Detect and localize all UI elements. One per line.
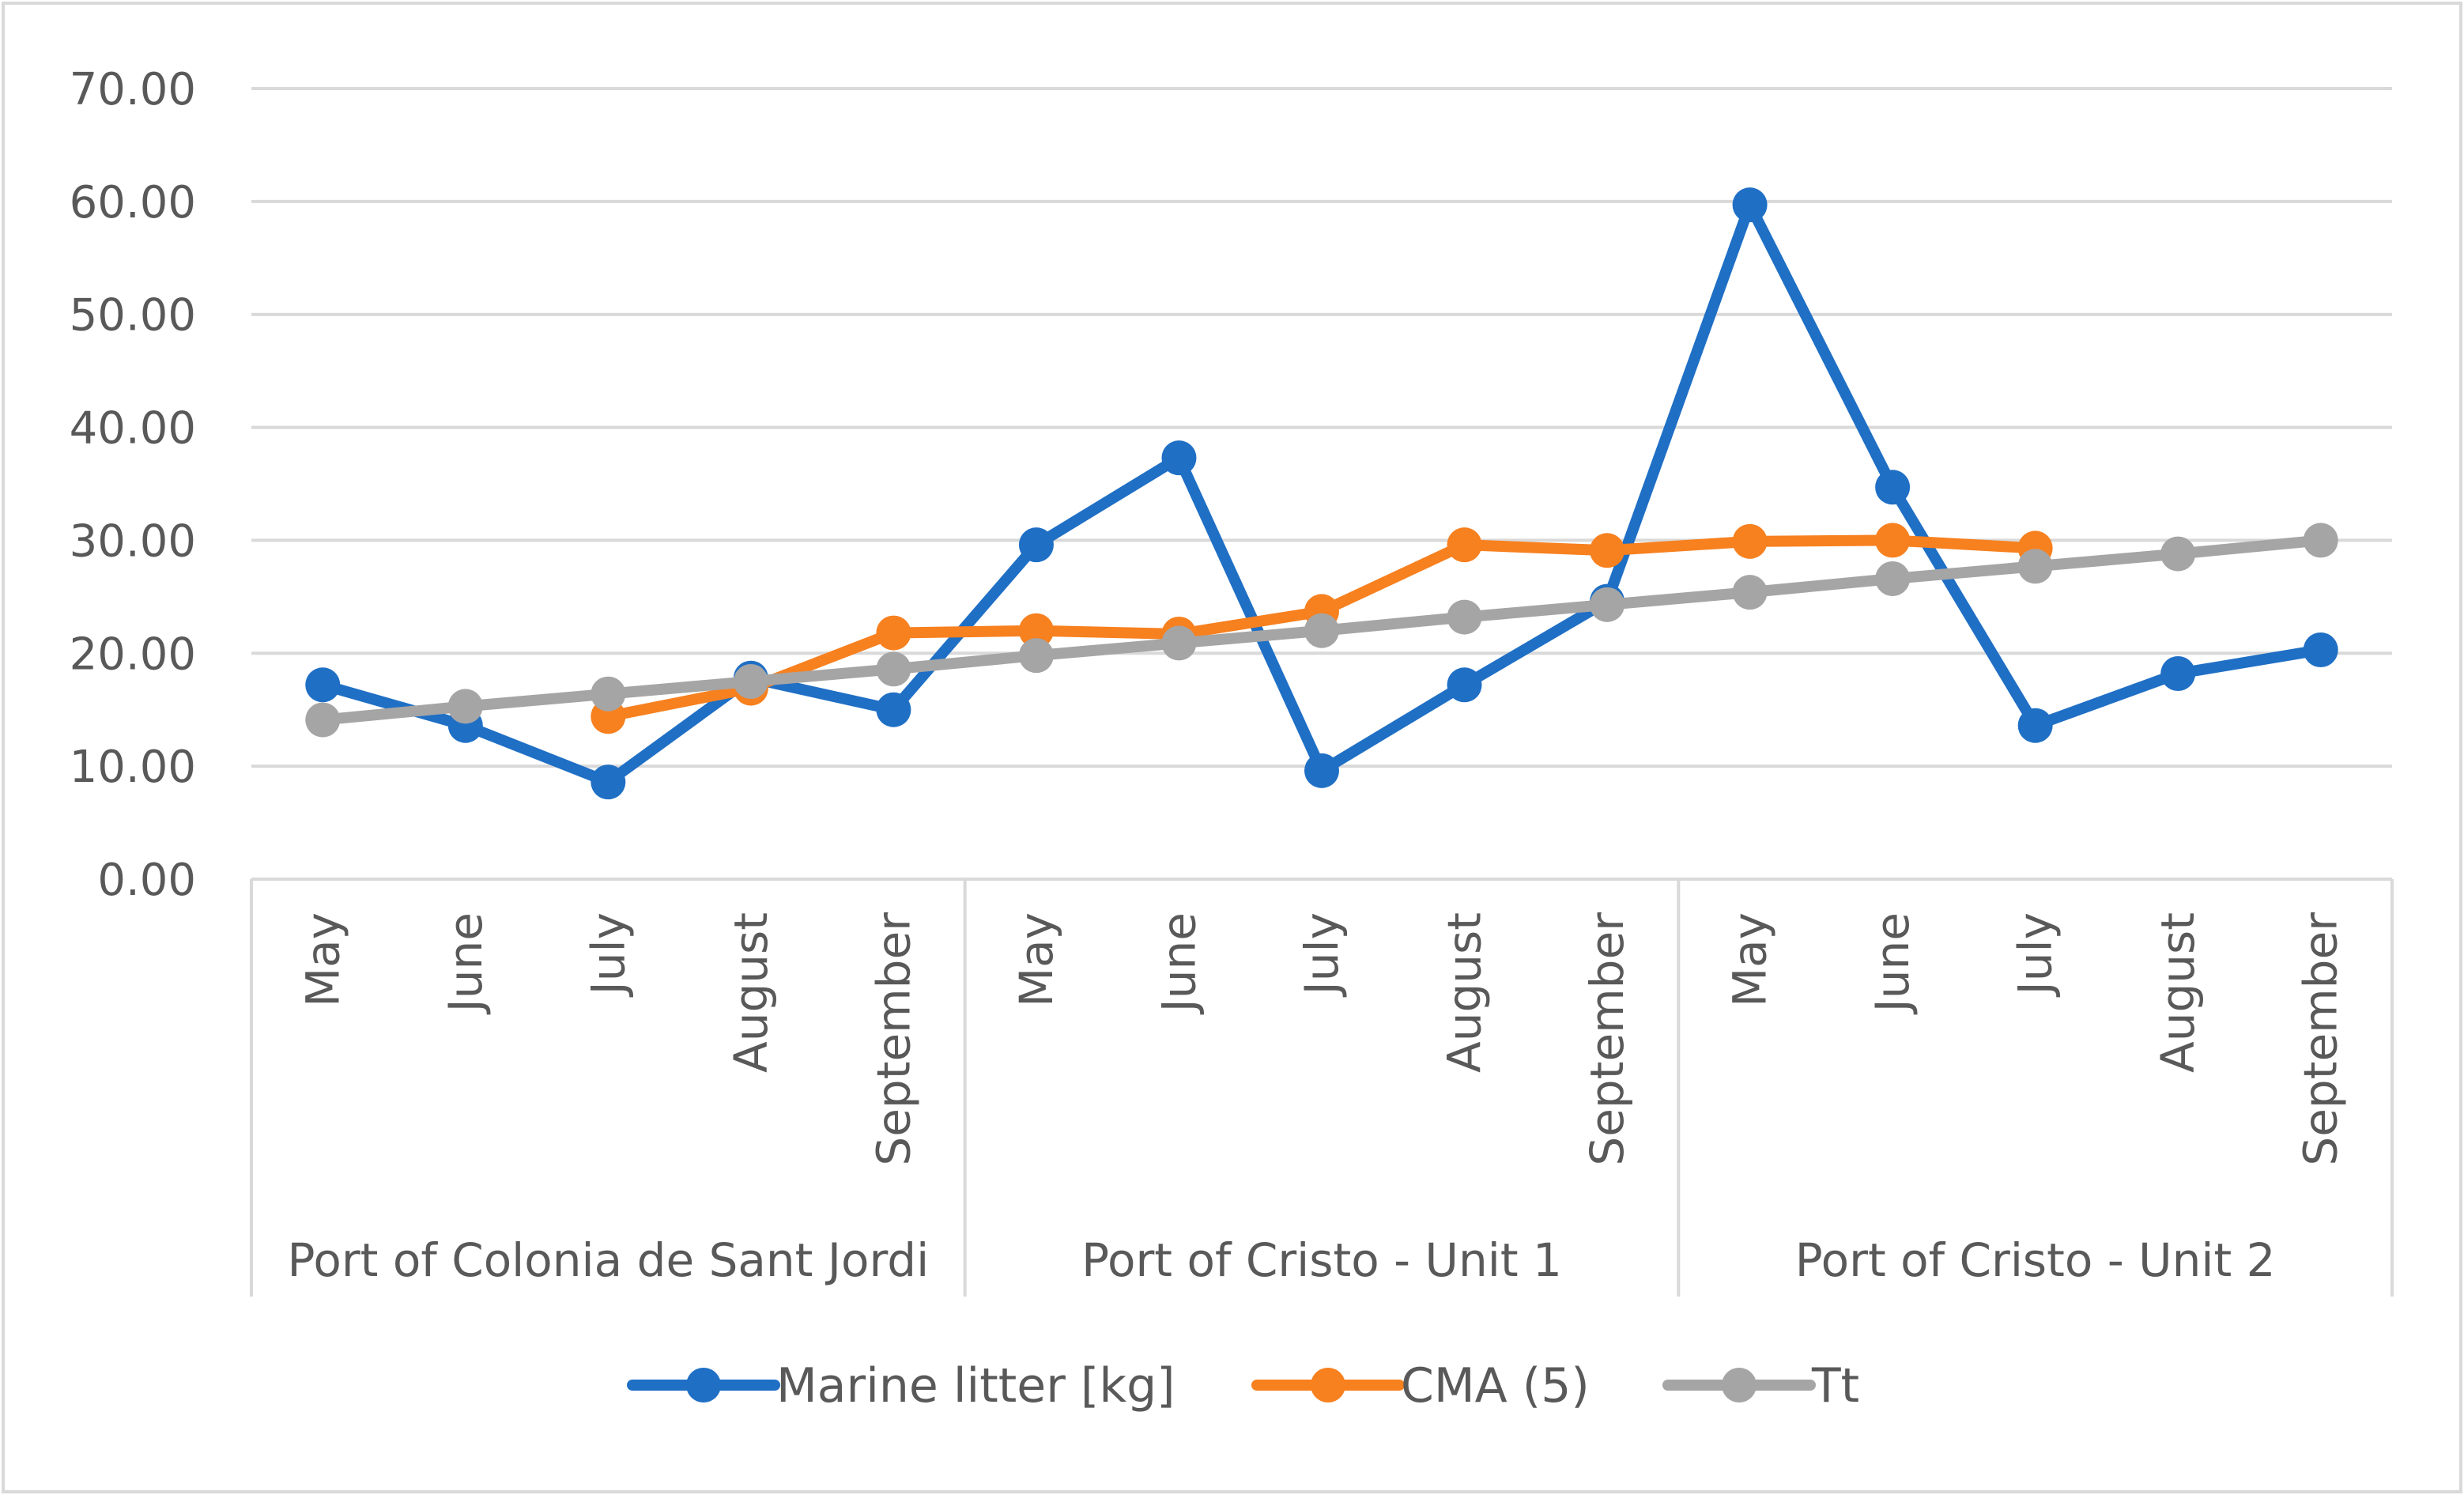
data-point <box>305 667 341 703</box>
data-point <box>1161 440 1197 476</box>
y-tick-label: 70.00 <box>70 64 196 115</box>
data-point <box>591 676 626 712</box>
legend-marker <box>686 1368 721 1403</box>
data-point <box>1018 527 1054 563</box>
data-point <box>1018 638 1054 674</box>
data-point <box>305 702 341 738</box>
x-category-label: June <box>1866 912 1919 1014</box>
y-tick-label: 0.00 <box>97 855 196 906</box>
y-tick-label: 60.00 <box>70 177 196 228</box>
data-point <box>591 764 626 800</box>
legend-label: Tt <box>1811 1358 1859 1414</box>
data-point <box>447 689 483 724</box>
legend: Marine litter [kg] CMA (5) Tt <box>627 1358 1859 1414</box>
x-group-label: Port of Colonia de Sant Jordi <box>287 1233 929 1287</box>
data-point <box>1732 187 1768 223</box>
y-tick-label: 10.00 <box>70 742 196 793</box>
x-category-label: May <box>296 912 349 1007</box>
data-point <box>876 615 911 651</box>
x-category-label: August <box>1438 912 1492 1073</box>
x-category-label: May <box>1009 912 1063 1007</box>
legend-marker <box>1311 1368 1345 1403</box>
data-point <box>1875 561 1911 596</box>
data-point <box>876 651 911 687</box>
x-category-label: September <box>2294 912 2348 1166</box>
x-category-label: June <box>1152 912 1206 1014</box>
data-point <box>1304 613 1339 648</box>
x-category-label: May <box>1723 912 1777 1007</box>
data-point <box>2017 549 2053 584</box>
data-point <box>876 692 911 727</box>
y-tick-label: 50.00 <box>70 290 196 342</box>
x-axis: May June July August September Port of Coloni… <box>250 879 2394 1297</box>
x-group-label: Port of Cristo - Unit 2 <box>1795 1233 2276 1287</box>
x-group-label: Port of Cristo - Unit 1 <box>1081 1233 1562 1287</box>
x-category-label: July <box>2009 912 2062 997</box>
x-category-label: June <box>439 912 492 1014</box>
data-point <box>1161 625 1197 661</box>
data-point <box>2303 523 2338 558</box>
data-point <box>1875 523 1911 558</box>
data-point <box>733 664 768 699</box>
y-axis: 0.00 10.00 20.00 30.00 40.00 50.00 60.00 70.00 <box>70 64 196 906</box>
x-category-label: July <box>581 912 635 997</box>
x-category-label: August <box>724 912 778 1073</box>
y-tick-label: 30.00 <box>70 515 196 567</box>
y-tick-label: 20.00 <box>70 629 196 680</box>
series-0 <box>305 187 2338 800</box>
data-point <box>2303 632 2338 667</box>
data-point <box>2017 708 2053 743</box>
data-point <box>2160 536 2196 572</box>
x-category-label: September <box>866 912 920 1166</box>
data-point <box>1447 667 1482 703</box>
data-point <box>1447 527 1482 563</box>
data-point <box>2160 656 2196 691</box>
data-point <box>1018 613 1054 648</box>
data-point <box>1590 533 1625 568</box>
data-point <box>1732 575 1768 610</box>
legend-marker <box>1722 1368 1756 1403</box>
data-point <box>1447 599 1482 635</box>
x-category-label: August <box>2151 912 2205 1073</box>
x-category-label: July <box>1295 912 1349 997</box>
data-point <box>1304 753 1339 788</box>
series-2 <box>305 523 2338 738</box>
series <box>305 187 2338 800</box>
x-category-label: September <box>1580 912 1634 1166</box>
data-point <box>1875 470 1911 505</box>
legend-label: Marine litter [kg] <box>776 1358 1175 1414</box>
legend-label: CMA (5) <box>1401 1358 1590 1414</box>
y-tick-label: 40.00 <box>70 403 196 455</box>
data-point <box>1590 587 1625 622</box>
data-point <box>1732 523 1768 559</box>
